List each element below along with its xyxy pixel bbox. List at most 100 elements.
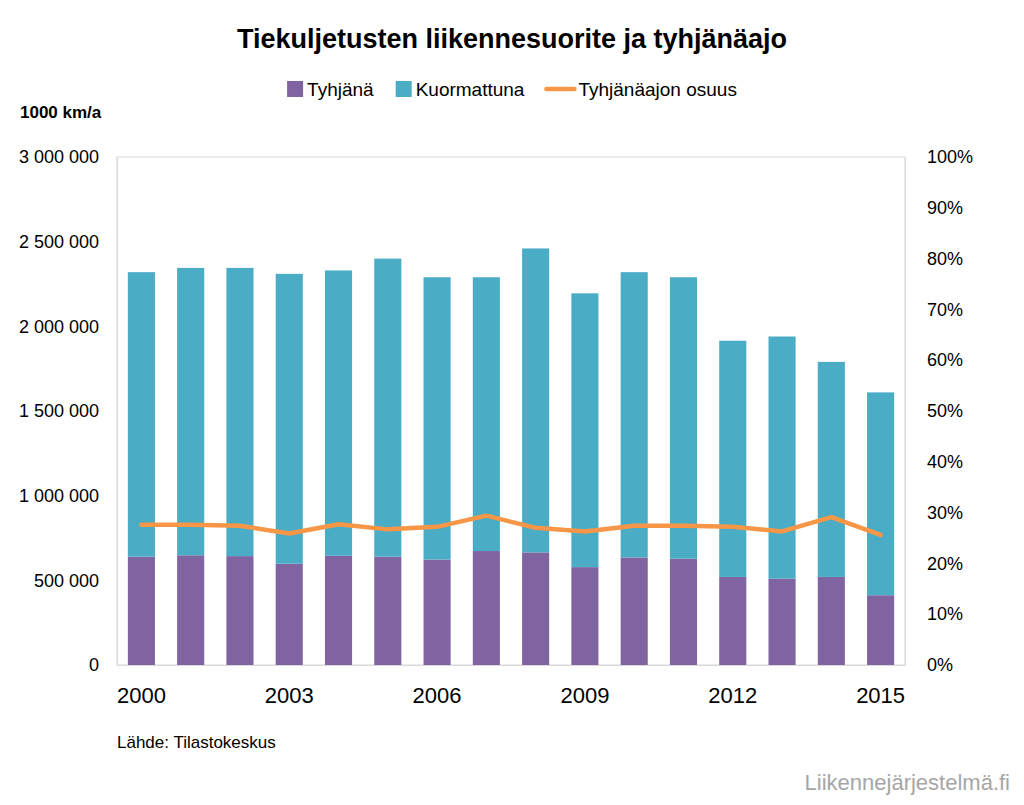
tick: 500 000 [34, 571, 117, 591]
legend-item: Tyhjänäajon osuus [546, 79, 736, 100]
tick-label: 1 500 000 [19, 401, 99, 421]
tick-label: 2 500 000 [19, 232, 99, 252]
tick-label: 2009 [560, 683, 609, 708]
axis-line [117, 158, 118, 666]
watermark: Liikennejärjestelmä.fi [805, 770, 1010, 795]
tick: 60% [905, 350, 963, 370]
bar [128, 557, 155, 665]
bar [424, 560, 451, 665]
tick: 2000 [117, 665, 166, 708]
tick-label: 60% [927, 350, 963, 370]
bar [177, 555, 204, 665]
bar [473, 277, 500, 551]
legend-symbol [546, 87, 574, 92]
tick-label: 30% [927, 503, 963, 523]
bar [226, 556, 253, 665]
bar [670, 559, 697, 665]
legend-label: Tyhjänäajon osuus [578, 79, 736, 100]
tick: 50% [905, 401, 963, 421]
bar [374, 259, 401, 557]
tick: 2 000 000 [19, 317, 117, 337]
tick: 10% [905, 604, 963, 624]
tick-label: 2006 [413, 683, 462, 708]
tick-label: 2003 [265, 683, 314, 708]
bar [226, 268, 253, 556]
tick-label: 2000 [117, 683, 166, 708]
title: Tiekuljetusten liikennesuorite ja tyhjän… [237, 24, 787, 54]
bar [818, 362, 845, 577]
plot-area [128, 248, 894, 665]
tick: 90% [905, 198, 963, 218]
line [141, 516, 880, 535]
tick-label: 10% [927, 604, 963, 624]
bar [768, 579, 795, 665]
tick: 70% [905, 300, 963, 320]
tick-label: 70% [927, 300, 963, 320]
tick: 100% [905, 147, 973, 167]
tick: 20% [905, 554, 963, 574]
tick-label: 2 000 000 [19, 317, 99, 337]
bar [719, 577, 746, 665]
tick: 2 500 000 [19, 232, 117, 252]
tick-label: 3 000 000 [19, 147, 99, 167]
tick-label: 0 [89, 655, 99, 675]
bar [867, 595, 894, 665]
tick-label: 2012 [708, 683, 757, 708]
y-axis: 0 500 000 1 000 000 1 500 000 2 000 000 2 500… [19, 147, 118, 675]
bar [867, 392, 894, 595]
bar [276, 564, 303, 665]
bar [818, 577, 845, 665]
bar [621, 272, 648, 557]
tick: 3 000 000 [19, 147, 117, 167]
tick: 2006 [413, 665, 462, 708]
bar [128, 272, 155, 556]
tick-label: 50% [927, 401, 963, 421]
bar [325, 556, 352, 665]
axis-line [905, 158, 906, 666]
bar [621, 557, 648, 665]
bar [424, 277, 451, 559]
bar [522, 248, 549, 552]
plot-frame [117, 157, 905, 665]
bar [522, 552, 549, 665]
tick: 0% [905, 655, 953, 675]
tick: 30% [905, 503, 963, 523]
legend-symbol [396, 81, 412, 97]
legend: Tyhjänä Kuormattuna Tyhjänäajon osuus [287, 79, 737, 100]
bar-series [128, 248, 894, 595]
bar [276, 274, 303, 564]
tick-label: 20% [927, 554, 963, 574]
tick: 2015 [856, 665, 905, 708]
tick-label: 80% [927, 249, 963, 269]
legend-item: Kuormattuna [396, 79, 525, 100]
y2-axis: 0%10%20%30%40%50%60%70%80%90%100% [905, 147, 973, 675]
x-axis: 2000 2003 2006 2009 2012 2015 [117, 665, 906, 708]
bar [571, 567, 598, 665]
bar [768, 336, 795, 578]
legend-label: Kuormattuna [416, 79, 525, 100]
tick-label: 2015 [856, 683, 905, 708]
bar [177, 268, 204, 555]
bar [670, 277, 697, 558]
source: Lähde: Tilastokeskus [117, 733, 276, 752]
bar [374, 557, 401, 665]
tick-label: 100% [927, 147, 973, 167]
tick-label: 0% [927, 655, 953, 675]
bar [325, 270, 352, 555]
tick: 80% [905, 249, 963, 269]
tick: 0 [89, 655, 117, 675]
bar [473, 551, 500, 665]
chart: Tiekuljetusten liikennesuorite ja tyhjän… [0, 0, 1024, 805]
tick-label: 500 000 [34, 571, 99, 591]
tick: 1 500 000 [19, 401, 117, 421]
legend-symbol [287, 81, 303, 97]
y-axis-label: 1000 km/a [20, 103, 102, 122]
tick-label: 90% [927, 198, 963, 218]
tick: 2012 [708, 665, 757, 708]
tick: 2009 [560, 665, 609, 708]
tick-label: 1 000 000 [19, 486, 99, 506]
legend-item: Tyhjänä [287, 79, 374, 100]
bar [719, 341, 746, 577]
tick: 2003 [265, 665, 314, 708]
axis-line [118, 665, 906, 666]
